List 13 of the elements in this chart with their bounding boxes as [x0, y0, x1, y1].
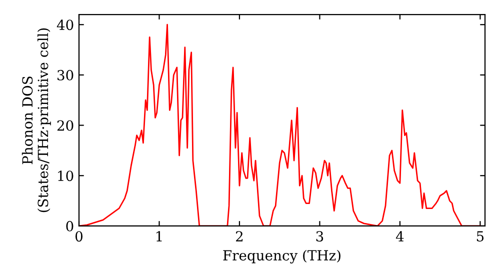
y-tick-label: 40	[56, 20, 74, 30]
y-tick-label: 20	[57, 120, 74, 131]
x-tick-label: 5	[476, 231, 484, 242]
x-tick-label: 0	[75, 231, 82, 242]
x-tick-label: 4	[396, 231, 404, 242]
y-tick-label: 0	[66, 220, 74, 232]
y-tick-label: 10	[58, 170, 74, 182]
x-axis-title: Frequency (THz)	[223, 250, 340, 264]
x-tick-label: 3	[316, 231, 324, 242]
x-tick-label: 1	[156, 231, 162, 242]
x-tick-label: 2	[236, 231, 243, 242]
y-tick-label: 30	[58, 70, 74, 80]
y-axis-title: Phonon DOS (States/THz·primitive cell)	[22, 28, 51, 212]
